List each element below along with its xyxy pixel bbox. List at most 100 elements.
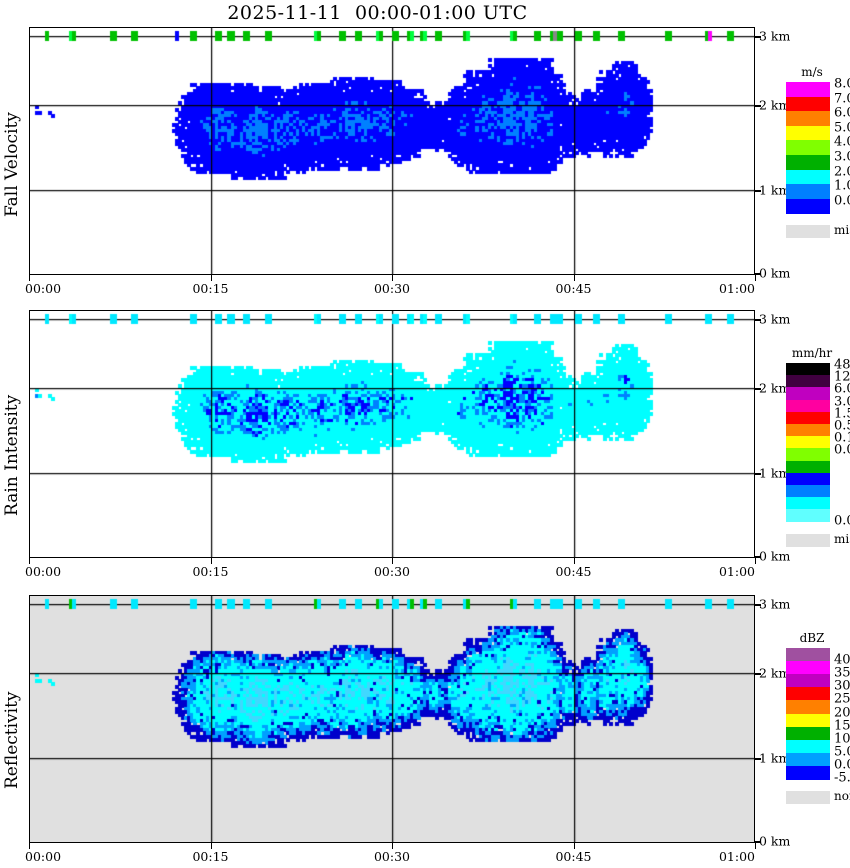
colorbar-label-fall-velocity-5: 3.0 — [834, 149, 850, 165]
colorbar-label-fall-velocity-7: 1.0 — [834, 178, 850, 194]
colorbar-label-fall-velocity-1: 7.0 — [834, 91, 850, 107]
colorbar-swatch-rain-intensity-6 — [786, 436, 830, 449]
y-tick-label-0-2: 1 km — [759, 182, 791, 198]
x-tick-label-0-2: 00:30 — [373, 281, 411, 296]
y-tick-label-0-1: 2 km — [759, 97, 791, 113]
colorbar-unit-reflectivity: dBZ — [799, 631, 825, 645]
y-tick-2-3 — [755, 841, 761, 843]
axis-title-rain-intensity: Rain Intensity — [2, 394, 22, 517]
colorbar-swatch-fall-velocity-2 — [786, 111, 830, 127]
colorbar-swatch-fall-velocity-6 — [786, 169, 830, 185]
colorbar-swatch-reflectivity-6 — [786, 726, 830, 741]
plot-frame — [29, 27, 755, 275]
colorbar-missing-swatch-rain-intensity — [786, 533, 830, 547]
colorbar-label-rain-intensity-7: 0.0 — [834, 442, 850, 458]
colorbar-missing-label-reflectivity: none — [834, 789, 850, 803]
colorbar-missing-swatch-fall-velocity — [786, 225, 830, 239]
x-tick-label-0-1: 00:15 — [192, 281, 229, 296]
x-tick-2-4 — [755, 843, 756, 849]
x-tick-1-0 — [29, 558, 30, 564]
colorbar-swatch-reflectivity-7 — [786, 739, 830, 754]
y-tick-label-2-2: 1 km — [759, 750, 791, 766]
colorbar-swatch-fall-velocity-4 — [786, 140, 830, 156]
axis-title-reflectivity: Reflectivity — [2, 691, 22, 789]
colorbar-swatch-fall-velocity-5 — [786, 155, 830, 171]
y-tick-label-0-0: 3 km — [759, 28, 791, 44]
colorbar-label-fall-velocity-3: 5.0 — [834, 120, 850, 136]
plot-frame — [29, 595, 755, 843]
x-tick-label-1-3: 00:45 — [555, 564, 592, 579]
colorbar-label-reflectivity-4: 20.0 — [834, 705, 850, 720]
y-tick-2-0 — [755, 604, 761, 606]
y-tick-label-2-0: 3 km — [759, 596, 791, 612]
colorbar-label-rain-intensity-1: 12.0 — [834, 369, 850, 385]
y-tick-2-1 — [755, 673, 761, 675]
colorbar-label-rain-intensity-2: 6.0 — [834, 381, 850, 397]
colorbar-swatch-reflectivity-1 — [786, 661, 830, 675]
x-tick-0-4 — [755, 275, 756, 281]
colorbar-label-reflectivity-6: 10.0 — [834, 731, 850, 747]
x-tick-label-2-1: 00:15 — [192, 849, 229, 864]
colorbar-label-reflectivity-7: 5.0 — [834, 744, 850, 760]
x-tick-label-1-0: 00:00 — [25, 564, 62, 579]
y-tick-0-2 — [755, 190, 761, 192]
y-tick-label-1-0: 3 km — [759, 311, 791, 327]
colorbar-swatch-rain-intensity-11 — [786, 497, 830, 510]
rain-intensity-plot — [29, 310, 755, 558]
panel-fall-velocity — [29, 27, 755, 275]
colorbar-swatch-fall-velocity-7 — [786, 184, 830, 200]
x-tick-0-2 — [392, 275, 393, 281]
colorbar-swatch-fall-velocity-3 — [786, 125, 830, 141]
colorbar-swatch-rain-intensity-10 — [786, 485, 830, 498]
x-tick-0-3 — [573, 275, 575, 281]
colorbar-swatch-rain-intensity-2 — [786, 387, 830, 401]
colorbar-swatch-reflectivity-4 — [786, 700, 830, 715]
colorbar-label-fall-velocity-6: 2.0 — [834, 164, 850, 180]
colorbar-unit-fall-velocity: m/s — [801, 65, 823, 79]
x-tick-2-3 — [573, 843, 575, 849]
colorbar-label-reflectivity-9: -5.0 — [834, 770, 850, 786]
colorbar-swatch-reflectivity-0 — [786, 648, 830, 662]
x-tick-2-0 — [29, 843, 30, 849]
colorbar-label-rain-intensity-0: 48.0 — [834, 357, 850, 373]
colorbar-swatch-rain-intensity-5 — [786, 424, 830, 437]
panel-reflectivity — [29, 595, 755, 843]
colorbar-swatch-reflectivity-2 — [786, 674, 830, 688]
y-tick-0-0 — [755, 36, 761, 38]
colorbar-missing-label-fall-velocity: miss — [834, 223, 850, 238]
x-tick-1-4 — [755, 558, 756, 564]
colorbar-swatch-rain-intensity-0 — [786, 363, 830, 376]
x-tick-label-0-0: 00:00 — [25, 281, 62, 296]
colorbar-swatch-rain-intensity-1 — [786, 375, 830, 388]
x-tick-label-1-1: 00:15 — [192, 564, 229, 579]
reflectivity-plot — [29, 595, 755, 843]
colorbar-label-fall-velocity-8: 0.0 — [834, 193, 850, 209]
y-tick-label-1-3: 0 km — [759, 548, 791, 564]
colorbar-swatch-rain-intensity-12 — [786, 509, 830, 523]
x-tick-2-1 — [210, 843, 212, 849]
colorbar-swatch-rain-intensity-9 — [786, 472, 830, 486]
colorbar-label-reflectivity-2: 30.0 — [834, 678, 850, 694]
colorbar-label-rain-intensity-6: 0.1 — [834, 430, 850, 446]
colorbar-swatch-reflectivity-9 — [786, 765, 830, 780]
colorbar-swatch-reflectivity-5 — [786, 713, 830, 728]
y-tick-1-3 — [755, 556, 761, 558]
panel-rain-intensity — [29, 310, 755, 558]
colorbar-label-fall-velocity-0: 8.0 — [834, 76, 850, 92]
colorbar-label-reflectivity-8: 0.0 — [834, 757, 850, 773]
colorbar-label-rain-intensity-3: 3.0 — [834, 394, 850, 410]
y-tick-label-1-2: 1 km — [759, 465, 791, 481]
plot-frame — [29, 310, 755, 558]
colorbar-label-fall-velocity-2: 6.0 — [834, 105, 850, 121]
fall-velocity-plot — [29, 27, 755, 275]
page-title: 2025-11-11 00:00-01:00 UTC — [227, 2, 528, 24]
colorbar-swatch-reflectivity-8 — [786, 752, 830, 767]
x-tick-label-0-3: 00:45 — [555, 281, 592, 296]
y-tick-label-0-3: 0 km — [759, 265, 791, 281]
x-tick-label-2-2: 00:30 — [373, 849, 411, 864]
y-tick-label-2-1: 2 km — [759, 665, 791, 681]
colorbar-label-fall-velocity-4: 4.0 — [834, 134, 850, 150]
x-tick-1-3 — [573, 558, 575, 564]
colorbar-swatch-rain-intensity-3 — [786, 399, 830, 413]
colorbar-label-rain-intensity-5: 0.5 — [834, 418, 850, 434]
